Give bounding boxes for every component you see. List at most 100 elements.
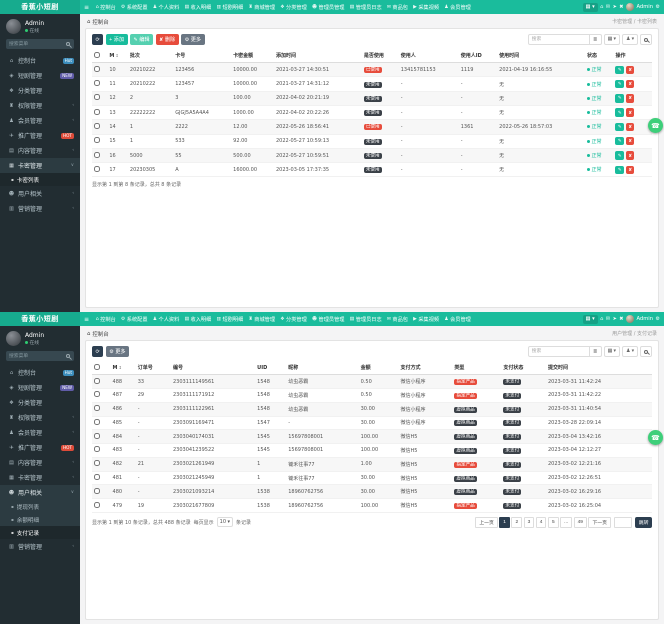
row-checkbox[interactable] [94, 108, 100, 115]
sidebar-item-卡密管理[interactable]: ▦ 卡密管理 ∨ [0, 158, 80, 173]
row-edit-button[interactable]: ✎ [615, 151, 624, 160]
row-checkbox[interactable] [94, 487, 100, 494]
refresh-button[interactable]: ⟳ [92, 34, 104, 45]
sidebar-item-内容管理[interactable]: ▤ 内容管理 ‹ [9, 147, 74, 156]
support-bubble[interactable]: ☎ [648, 430, 663, 445]
sidebar-item-内容管理[interactable]: ▤ 内容管理 ‹ [9, 459, 74, 468]
columns-dropdown-button[interactable]: ▦ ▾ [603, 34, 620, 45]
nav-item-收入明细[interactable]: ▤ 收入明细 [184, 316, 212, 323]
row-checkbox[interactable] [94, 405, 100, 412]
support-bubble[interactable]: ☎ [648, 118, 663, 133]
menu-toggle-icon[interactable]: ≡ [84, 3, 90, 11]
nav-item-短剧明细[interactable]: ▥ 短剧明细 [216, 4, 244, 11]
navbar-quick-icon[interactable]: ➤ [612, 4, 617, 10]
nav-item-系统配置[interactable]: ⚙ 系统配置 [120, 316, 148, 323]
nav-item-个人资料[interactable]: ♟ 个人资料 [152, 316, 180, 323]
row-checkbox[interactable] [94, 391, 100, 398]
admin-label[interactable]: Admin [636, 316, 654, 322]
search-menu-button[interactable]: ≣ [589, 34, 602, 45]
page-jump-input[interactable] [614, 516, 633, 528]
page-button-5[interactable]: 5 [547, 516, 559, 528]
row-delete-button[interactable]: ✘ [625, 136, 635, 146]
sidebar-item-权限管理[interactable]: ♜ 权限管理 ‹ [9, 414, 74, 423]
nav-item-分类管理[interactable]: ❖ 分类管理 [280, 316, 307, 323]
row-delete-button[interactable]: ✘ [625, 108, 635, 117]
sidebar-search-button[interactable] [62, 39, 74, 49]
sidebar-item-营销管理[interactable]: ▥ 营销管理 ‹ [9, 543, 74, 552]
sidebar-item-卡密管理[interactable]: ▦ 卡密管理 ‹ [9, 474, 74, 483]
column-header-M[interactable]: M↕ [110, 361, 136, 376]
admin-avatar[interactable] [625, 3, 634, 11]
page-jump-button[interactable]: 跳转 [635, 516, 652, 528]
row-edit-button[interactable]: ✎ [615, 79, 624, 89]
row-edit-button[interactable]: ✎ [615, 108, 624, 117]
sidebar-search-input[interactable] [6, 351, 62, 361]
row-edit-button[interactable]: ✎ [615, 165, 624, 175]
page-size-select[interactable]: 10 ▾ [216, 517, 234, 527]
nav-item-控制台[interactable]: ⌂ 控制台 [95, 4, 116, 11]
page-button-下一页[interactable]: 下一页 [588, 516, 611, 528]
page-button-上一页[interactable]: 上一页 [475, 516, 498, 528]
row-checkbox[interactable] [94, 446, 100, 453]
navbar-quick-icon[interactable]: ⌂ [600, 4, 604, 10]
row-edit-button[interactable]: ✎ [615, 94, 624, 103]
nav-item-会员管理[interactable]: ♟ 会员管理 [444, 4, 471, 11]
row-delete-button[interactable]: ✘ [625, 65, 635, 75]
table-search-input[interactable] [527, 346, 590, 357]
sidebar-item-营销管理[interactable]: ▥ 营销管理 ‹ [9, 205, 74, 214]
more-button[interactable]: ⚙ 更多 [105, 346, 130, 357]
sidebar-subitem-卡密列表[interactable]: ▪ 卡密列表 [0, 173, 80, 186]
admin-avatar[interactable] [625, 315, 634, 323]
settings-icon[interactable]: ⚙ [655, 4, 660, 10]
row-checkbox[interactable] [94, 165, 100, 172]
export-dropdown-button[interactable]: ♟ ▾ [621, 346, 638, 357]
sidebar-item-短剧管理[interactable]: ◈ 短剧管理 NEW [9, 384, 74, 392]
sidebar-item-会员管理[interactable]: ♟ 会员管理 ‹ [9, 117, 74, 126]
row-edit-button[interactable]: ✎ [615, 136, 624, 146]
settings-icon[interactable]: ⚙ [655, 316, 660, 322]
row-checkbox[interactable] [94, 377, 100, 384]
row-checkbox[interactable] [94, 94, 100, 101]
sidebar-search-button[interactable] [62, 351, 74, 361]
brand-logo[interactable]: 香蕉小短剧 [0, 0, 80, 14]
nav-item-商品包[interactable]: ✉ 商品包 [386, 4, 408, 11]
page-button-2[interactable]: 2 [511, 516, 523, 528]
nav-item-个人资料[interactable]: ♟ 个人资料 [152, 4, 180, 11]
sidebar-item-推广管理[interactable]: ✈ 推广管理 HOT [9, 132, 74, 140]
sidebar-item-会员管理[interactable]: ♟ 会员管理 ‹ [9, 429, 74, 438]
row-delete-button[interactable]: ✘ [625, 165, 635, 175]
sidebar-item-分类管理[interactable]: ❖ 分类管理 [9, 399, 43, 408]
sidebar-item-用户相关[interactable]: ☻ 用户相关 ∨ [0, 485, 80, 500]
row-checkbox[interactable] [94, 80, 100, 87]
row-checkbox[interactable] [94, 460, 100, 467]
refresh-button[interactable]: ⟳ [92, 346, 104, 357]
page-button-4[interactable]: 4 [535, 516, 547, 528]
sidebar-item-短剧管理[interactable]: ◈ 短剧管理 NEW [9, 72, 74, 80]
nav-item-管理员日志[interactable]: ▤ 管理员日志 [349, 316, 382, 323]
add-button[interactable]: + 添加 [105, 34, 128, 45]
search-menu-button[interactable]: ≣ [589, 346, 602, 357]
brand-logo[interactable]: 香蕉小短剧 [0, 312, 80, 326]
admin-label[interactable]: Admin [636, 4, 654, 10]
row-checkbox[interactable] [94, 137, 100, 144]
table-search-input[interactable] [527, 34, 590, 45]
page-button-...[interactable]: ... [560, 516, 573, 528]
row-delete-button[interactable]: ✘ [625, 79, 635, 89]
select-all-checkbox[interactable] [94, 363, 100, 370]
sidebar-subitem-提现列表[interactable]: ▪ 提现列表 [0, 500, 80, 513]
page-button-3[interactable]: 3 [523, 516, 535, 528]
row-checkbox[interactable] [94, 432, 100, 439]
row-delete-button[interactable]: ✘ [625, 94, 635, 103]
nav-item-系统配置[interactable]: ⚙ 系统配置 [120, 4, 148, 11]
row-edit-button[interactable]: ✎ [615, 122, 624, 132]
navbar-quick-icon[interactable]: ⌂ [600, 316, 604, 322]
column-header-M[interactable]: M↕ [107, 49, 128, 64]
nav-item-分类管理[interactable]: ❖ 分类管理 [280, 4, 307, 11]
row-checkbox[interactable] [94, 122, 100, 129]
sidebar-item-控制台[interactable]: ⌂ 控制台 Hot [9, 369, 74, 377]
select-all-checkbox[interactable] [94, 51, 100, 58]
nav-item-会员管理[interactable]: ♟ 会员管理 [444, 316, 471, 323]
nav-item-管理员日志[interactable]: ▤ 管理员日志 [349, 4, 382, 11]
columns-dropdown-button[interactable]: ▦ ▾ [603, 346, 620, 357]
nav-item-收入明细[interactable]: ▤ 收入明细 [184, 4, 212, 11]
